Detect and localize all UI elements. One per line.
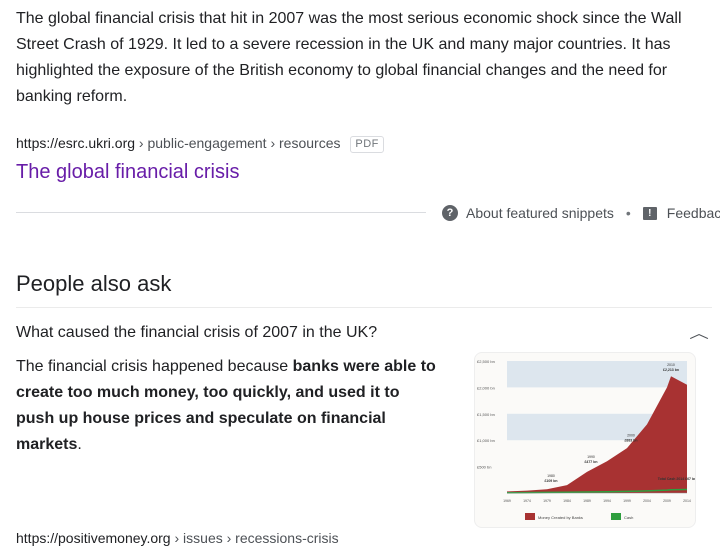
x-tick-label: 2014 xyxy=(683,499,691,503)
divider xyxy=(16,212,426,213)
annotation-year: 2010 xyxy=(667,363,675,367)
x-tick-label: 2004 xyxy=(643,499,651,503)
x-tick-label: 1984 xyxy=(563,499,571,503)
answer-end: . xyxy=(77,436,82,453)
x-tick-label: 1979 xyxy=(543,499,551,503)
answer-intro: The financial crisis happened because xyxy=(16,358,293,375)
series-money-area xyxy=(507,376,687,493)
separator-dot: • xyxy=(625,205,631,221)
y-tick-label: £2,000 bn xyxy=(477,385,495,390)
source-citation[interactable]: https://esrc.ukri.org › public-engagemen… xyxy=(16,133,384,153)
answer-source-citation[interactable]: https://positivemoney.org › issues › rec… xyxy=(16,528,339,548)
legend-label-cash: Cash xyxy=(624,515,633,520)
money-created-chart: £2,500 bn £2,000 bn £1,500 bn £1,000 bn £500… xyxy=(477,359,696,520)
annotation-year: 1990 xyxy=(587,455,595,459)
paa-answer: The financial crisis happened because ba… xyxy=(16,354,436,458)
feedback-link[interactable]: Feedback xyxy=(666,205,720,221)
file-type-badge: PDF xyxy=(350,136,384,153)
snippet-footer: ? About featured snippets • ! Feedback xyxy=(16,202,720,224)
y-tick-label: £2,500 bn xyxy=(477,359,495,364)
question-circle-icon[interactable]: ? xyxy=(442,205,458,221)
annotation-year: 1980 xyxy=(547,474,555,478)
legend-swatch-money xyxy=(525,513,535,520)
series-cash-line xyxy=(506,488,688,494)
annotation-value: £109 bn xyxy=(544,479,557,483)
annotation-value: £883 bn xyxy=(624,438,637,442)
annotation-year: 2000 xyxy=(627,433,635,437)
x-tick-label: 1999 xyxy=(623,499,631,503)
chevron-up-icon[interactable]: ︿ xyxy=(689,325,709,341)
x-tick-label: 1989 xyxy=(583,499,591,503)
y-tick-label: £1,500 bn xyxy=(477,412,495,417)
legend-label-money: Money Created by Banks xyxy=(538,515,583,520)
annotation-value: Total Cash 2014 £67 bn xyxy=(658,477,696,481)
feedback-icon[interactable]: ! xyxy=(642,206,657,220)
answer-chart-thumbnail[interactable]: £2,500 bn £2,000 bn £1,500 bn £1,000 bn £500… xyxy=(474,352,696,528)
divider xyxy=(16,307,712,308)
people-also-ask-heading: People also ask xyxy=(16,271,172,296)
x-tick-label: 1969 xyxy=(503,499,511,503)
about-featured-snippets-link[interactable]: About featured snippets xyxy=(466,205,614,221)
answer-bold: banks were able to create too much money… xyxy=(16,358,436,453)
x-tick-label: 1994 xyxy=(603,499,611,503)
annotation-value: £2,213 bn xyxy=(663,368,679,372)
citation-path: › issues › recessions-crisis xyxy=(170,530,339,546)
citation-domain: https://positivemoney.org xyxy=(16,530,171,546)
citation-path: › public-engagement › resources xyxy=(135,135,341,151)
x-tick-label: 2009 xyxy=(663,499,671,503)
legend-swatch-cash xyxy=(611,513,621,520)
y-tick-label: £500 bn xyxy=(477,465,491,470)
featured-snippet-text: The global financial crisis that hit in … xyxy=(16,10,682,105)
chart-band xyxy=(507,361,687,388)
y-tick-label: £1,000 bn xyxy=(477,438,495,443)
annotation-value: £477 bn xyxy=(584,460,597,464)
citation-domain: https://esrc.ukri.org xyxy=(16,135,136,151)
paa-question[interactable]: What caused the financial crisis of 2007… xyxy=(16,320,712,346)
result-title-link[interactable]: The global financial crisis xyxy=(16,161,240,183)
question-text: What caused the financial crisis of 2007… xyxy=(16,324,378,341)
x-tick-label: 1974 xyxy=(523,499,531,503)
